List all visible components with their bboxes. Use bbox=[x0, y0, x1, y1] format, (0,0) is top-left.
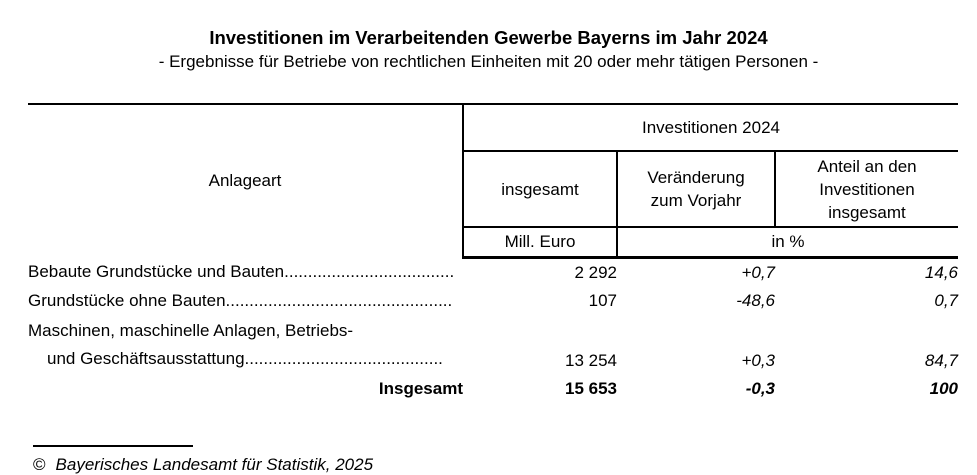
unit-mill-euro: Mill. Euro bbox=[463, 227, 617, 259]
total-row-label: Insgesamt bbox=[378, 379, 463, 398]
table-total-row: Insgesamt 15 653 -0,3 100 bbox=[28, 375, 958, 403]
header-row-group: Anlageart Investitionen 2024 bbox=[28, 104, 959, 258]
copyright-line: © Bayerisches Landesamt für Statistik, 20… bbox=[33, 455, 977, 475]
table-row-bebaute-grundstuecke: Bebaute Grundstücke und Bauten..........… bbox=[28, 258, 958, 288]
units-row: Mill. Euro in % bbox=[28, 227, 959, 259]
footnote-divider bbox=[33, 445, 193, 447]
cell-anteil-total: 100 bbox=[929, 379, 959, 398]
unit-percent: in % bbox=[615, 227, 959, 259]
row-label-line2: und Geschäftsausstattung................… bbox=[47, 349, 443, 368]
column-header-anlageart: Anlageart bbox=[28, 104, 464, 258]
investments-table: Anlageart Investitionen 2024 insgesamt V… bbox=[28, 103, 959, 403]
column-header-insgesamt-label: insgesamt bbox=[501, 179, 579, 199]
copyright-symbol: © bbox=[33, 455, 46, 474]
row-label: Grundstücke ohne Bauten.................… bbox=[28, 291, 453, 310]
page-title: Investitionen im Verarbeitenden Gewerbe … bbox=[209, 27, 768, 48]
copyright-text: Bayerisches Landesamt für Statistik, 202… bbox=[55, 455, 374, 474]
cell-anteil: 14,6 bbox=[924, 263, 959, 282]
cell-anteil: 84,7 bbox=[924, 351, 959, 370]
cell-insgesamt-total: 15 653 bbox=[565, 379, 617, 398]
column-header-anteil-label: Anteil an den Investitionen insgesamt bbox=[817, 156, 917, 222]
cell-veraenderung-total: -0,3 bbox=[745, 379, 775, 398]
header-row-columns: insgesamt Veränderung zum Vorjahr Anteil… bbox=[28, 151, 959, 228]
column-group-header-investitionen-2024: Investitionen 2024 bbox=[461, 104, 959, 152]
cell-insgesamt: 2 292 bbox=[574, 263, 617, 282]
column-header-insgesamt: insgesamt bbox=[463, 151, 617, 228]
column-header-veraenderung-label: Veränderung zum Vorjahr bbox=[647, 168, 745, 210]
row-label: Bebaute Grundstücke und Bauten..........… bbox=[28, 262, 455, 282]
cell-insgesamt: 13 254 bbox=[565, 351, 617, 370]
table-row-grundstuecke-ohne-bauten: Grundstücke ohne Bauten.................… bbox=[28, 287, 958, 315]
column-header-anteil-investitionen: Anteil an den Investitionen insgesamt bbox=[773, 151, 959, 228]
row-label: Maschinen, maschinelle Anlagen, Betriebs… bbox=[28, 315, 463, 375]
cell-insgesamt: 107 bbox=[588, 291, 617, 310]
cell-veraenderung: -48,6 bbox=[736, 291, 775, 310]
page-subtitle: - Ergebnisse für Betriebe von rechtliche… bbox=[158, 52, 819, 71]
column-header-veraenderung-vorjahr: Veränderung zum Vorjahr bbox=[616, 151, 775, 228]
table-row-maschinen-anlagen: Maschinen, maschinelle Anlagen, Betriebs… bbox=[28, 315, 958, 375]
cell-anteil: 0,7 bbox=[934, 291, 959, 310]
cell-veraenderung: +0,7 bbox=[741, 263, 775, 282]
row-label-line1: Maschinen, maschinelle Anlagen, Betriebs… bbox=[28, 321, 354, 340]
footer: © Bayerisches Landesamt für Statistik, 20… bbox=[0, 445, 977, 475]
cell-veraenderung: +0,3 bbox=[741, 351, 775, 370]
